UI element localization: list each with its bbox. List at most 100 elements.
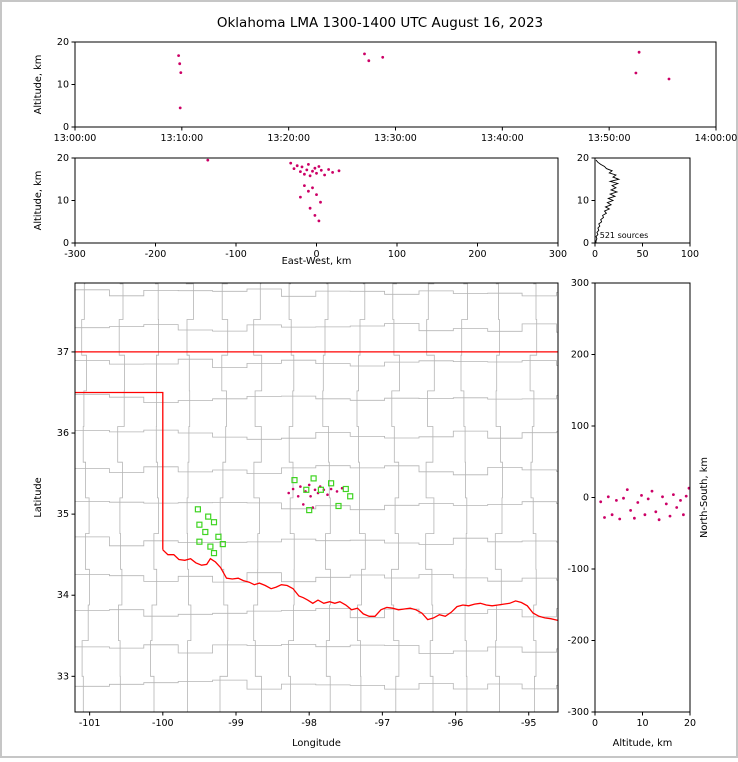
ew-altitude-content [206, 158, 341, 223]
county-boundary-line [75, 393, 558, 403]
y-tick-label: 10 [57, 80, 69, 91]
x-tick-label: -200 [145, 249, 167, 260]
lightning-source-point [637, 50, 641, 54]
lma-station-marker [194, 506, 201, 513]
y-tick-label: 0 [583, 238, 589, 249]
lightning-source-point [313, 488, 317, 492]
lightning-source-point [311, 169, 314, 173]
y-tick-label: 36 [57, 428, 69, 439]
y-tick-label: -100 [567, 564, 589, 575]
lightning-source-point [629, 509, 632, 512]
lightning-source-point [672, 493, 675, 496]
county-boundary-line [75, 608, 558, 619]
state-border-line [75, 391, 164, 550]
lma-station-marker [347, 493, 354, 500]
y-tick-label: 33 [57, 671, 69, 682]
x-tick-label: -97 [375, 718, 391, 729]
x-axis-label: Longitude [292, 738, 341, 749]
ns-altitude-content [599, 486, 690, 522]
y-tick-label: 0 [63, 122, 69, 133]
y-tick-label: 100 [571, 421, 589, 432]
x-tick-label: 13:50:00 [588, 133, 631, 144]
y-axis-label: Latitude [33, 477, 44, 517]
x-tick-label: -101 [79, 718, 101, 729]
y-tick-label: 0 [63, 238, 69, 249]
y-tick-label: 20 [577, 153, 589, 164]
lightning-source-point [296, 495, 300, 498]
county-boundary-line [460, 283, 468, 712]
lightning-source-point [667, 77, 671, 81]
x-tick-label: 0 [592, 718, 598, 729]
lightning-source-point [178, 106, 182, 110]
x-tick-label: -95 [521, 718, 537, 729]
lightning-source-point [675, 506, 679, 509]
lightning-source-point [661, 495, 664, 499]
lightning-source-point [625, 488, 629, 491]
lightning-source-point [295, 164, 299, 168]
lightning-source-point [303, 172, 306, 176]
lightning-source-point [664, 502, 668, 506]
county-boundary-line [150, 283, 159, 712]
x-tick-label: -100 [152, 718, 174, 729]
y-axis-label: Altitude, km [33, 55, 44, 115]
lightning-source-point [335, 490, 339, 493]
lightning-source-point [331, 171, 334, 174]
county-boundary-line [81, 283, 90, 712]
lightning-source-point [307, 483, 311, 487]
lma-station-marker [196, 521, 203, 528]
county-boundary-line [75, 288, 558, 297]
county-boundary-line [219, 283, 229, 712]
county-boundary-line [356, 283, 366, 712]
x-tick-label: 50 [636, 249, 648, 260]
lightning-source-point [606, 495, 610, 499]
lightning-source-point [287, 491, 291, 495]
lightning-source-point [381, 55, 385, 59]
x-tick-label: 300 [549, 249, 567, 260]
panel-time-altitude: 13:00:00 13:10:00 13:20:00 13:30:00 13:40:00… [33, 37, 737, 144]
y-axis-label: Altitude, km [33, 171, 44, 231]
county-boundary-line [75, 536, 558, 547]
source-count-annotation: 521 sources [600, 231, 649, 240]
lightning-source-point [643, 513, 647, 517]
x-tick-label: 13:00:00 [54, 133, 97, 144]
lightning-source-point [363, 52, 366, 56]
lma-station-marker [328, 480, 335, 487]
y-tick-label: 300 [571, 278, 589, 289]
lightning-source-point [319, 200, 322, 204]
lightning-source-point [622, 496, 625, 500]
lightning-source-point [309, 495, 312, 498]
lightning-source-point [299, 485, 302, 488]
x-axis-label: East-West, km [282, 256, 352, 267]
lightning-source-point [636, 501, 640, 504]
lightning-source-point [303, 184, 306, 188]
y-tick-label: 0 [583, 493, 589, 504]
altitude-histogram-line [595, 159, 621, 243]
x-tick-label: 14:00:00 [695, 133, 738, 144]
chart-root: 13:00:00 13:10:00 13:20:00 13:30:00 13:40:00… [33, 37, 737, 749]
x-tick-label: 13:30:00 [374, 133, 417, 144]
lightning-source-point [603, 516, 606, 519]
lightning-source-point [326, 493, 329, 497]
y-tick-label: 10 [57, 196, 69, 207]
lma-station-marker [342, 485, 349, 493]
lma-station-marker [210, 549, 218, 557]
y-tick-label: 20 [57, 153, 69, 164]
x-tick-label: 20 [684, 718, 696, 729]
y-tick-label: 34 [57, 590, 69, 601]
county-boundary-line [322, 283, 331, 712]
lma-station-marker [306, 507, 313, 514]
lma-station-marker [335, 502, 342, 510]
lightning-source-point [311, 186, 314, 190]
county-boundary-line [75, 323, 558, 333]
lightning-source-point [177, 54, 181, 57]
lightning-source-point [657, 518, 661, 522]
lightning-source-point [313, 214, 317, 217]
lightning-source-point [668, 514, 672, 518]
lightning-source-point [305, 168, 309, 172]
lightning-source-point [178, 62, 182, 66]
county-boundary-line [75, 501, 558, 511]
lightning-source-point [317, 219, 321, 223]
lightning-source-point [323, 173, 326, 177]
